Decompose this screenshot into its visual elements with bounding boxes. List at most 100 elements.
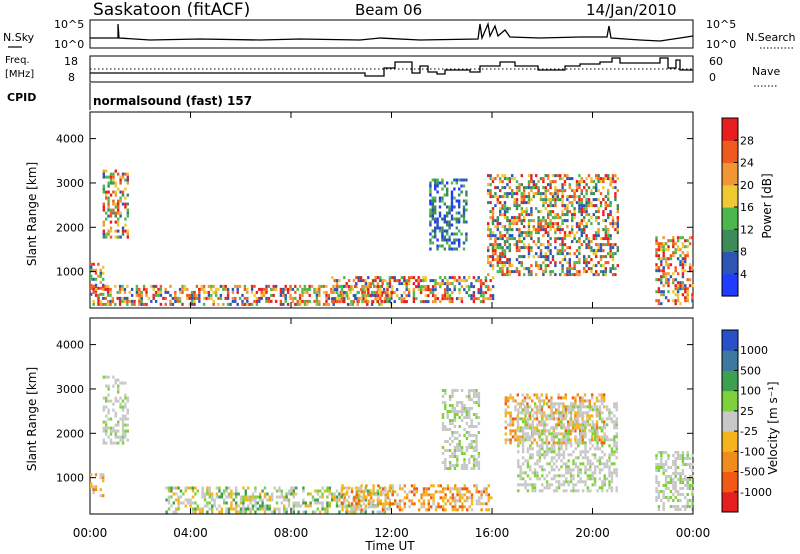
echo-cell-0-0 xyxy=(99,268,102,272)
echo-cell-0-3 xyxy=(460,297,464,301)
echo-cell-0-1 xyxy=(114,214,117,218)
echo-cell-0-3 xyxy=(376,285,380,289)
echo-cell-1-2 xyxy=(225,510,228,514)
echo-cell-0-2 xyxy=(157,290,160,294)
echo-cell-0-5 xyxy=(573,261,576,265)
echo-cell-0-5 xyxy=(544,270,547,274)
echo-cell-0-2 xyxy=(92,302,95,306)
echo-cell-0-5 xyxy=(554,180,557,184)
echo-cell-0-5 xyxy=(544,222,547,226)
echo-cell-1-4 xyxy=(458,416,461,419)
echo-cell-1-1 xyxy=(105,384,108,388)
echo-cell-0-2 xyxy=(109,290,112,294)
echo-cell-1-5 xyxy=(598,435,601,439)
echo-cell-1-6 xyxy=(541,420,544,424)
echo-cell-0-5 xyxy=(537,189,540,193)
echo-cell-1-7 xyxy=(676,499,680,502)
echo-cell-0-5 xyxy=(537,210,540,214)
echo-cell-1-2 xyxy=(362,498,365,502)
echo-cell-1-7 xyxy=(688,487,692,490)
echo-cell-0-5 xyxy=(523,231,526,235)
echo-cell-0-5 xyxy=(539,267,543,271)
echo-cell-1-3 xyxy=(372,490,375,494)
echo-cell-1-2 xyxy=(350,504,353,508)
echo-cell-0-1 xyxy=(105,235,108,239)
echo-cell-1-3 xyxy=(386,490,390,494)
echo-cell-0-6 xyxy=(664,257,668,261)
echo-cell-1-6 xyxy=(591,420,594,424)
echo-cell-0-1 xyxy=(117,220,120,224)
echo-cell-0-4 xyxy=(431,211,434,215)
echo-cell-1-6 xyxy=(567,480,570,484)
echo-cell-1-2 xyxy=(237,504,240,508)
echo-cell-0-2 xyxy=(279,299,283,303)
echo-cell-0-5 xyxy=(527,231,531,235)
echo-cell-1-3 xyxy=(341,505,344,509)
echo-cell-1-6 xyxy=(538,438,542,442)
echo-cell-0-4 xyxy=(434,178,437,182)
echo-cell-1-5 xyxy=(540,408,543,412)
echo-cell-1-2 xyxy=(343,486,346,490)
echo-cell-0-5 xyxy=(518,186,521,190)
echo-cell-1-6 xyxy=(586,477,590,481)
power-colorbar-tick-label-0: 4 xyxy=(740,268,747,281)
echo-cell-0-5 xyxy=(575,180,579,184)
echo-cell-0-5 xyxy=(491,222,495,226)
echo-cell-1-3 xyxy=(355,493,358,497)
echo-cell-1-5 xyxy=(559,396,563,400)
echo-cell-1-7 xyxy=(691,454,694,457)
echo-cell-1-2 xyxy=(251,507,255,511)
echo-cell-1-6 xyxy=(545,423,549,427)
echo-cell-1-6 xyxy=(545,435,549,439)
echo-cell-0-5 xyxy=(561,249,564,253)
echo-cell-0-5 xyxy=(611,177,615,181)
echo-cell-1-6 xyxy=(581,489,585,493)
echo-cell-1-2 xyxy=(184,489,187,493)
echo-cell-1-5 xyxy=(552,417,555,421)
echo-cell-0-3 xyxy=(487,297,490,301)
echo-cell-0-5 xyxy=(578,207,581,211)
echo-cell-0-2 xyxy=(250,287,254,291)
echo-cell-0-5 xyxy=(616,204,619,208)
echo-cell-0-5 xyxy=(487,222,490,226)
echo-cell-0-5 xyxy=(556,198,559,202)
echo-cell-0-5 xyxy=(597,222,600,226)
echo-cell-0-2 xyxy=(306,290,309,294)
echo-cell-1-2 xyxy=(357,489,360,493)
echo-cell-0-5 xyxy=(503,192,507,196)
echo-cell-1-6 xyxy=(562,483,566,487)
echo-cell-0-2 xyxy=(222,302,225,306)
echo-cell-0-5 xyxy=(523,267,526,271)
echo-cell-1-6 xyxy=(586,489,590,493)
echo-cell-0-5 xyxy=(535,252,538,256)
echo-cell-0-5 xyxy=(520,183,523,187)
echo-cell-1-2 xyxy=(203,495,207,499)
echo-cell-0-3 xyxy=(415,285,418,289)
echo-cell-0-1 xyxy=(121,226,125,230)
echo-cell-0-1 xyxy=(117,211,120,215)
echo-cell-1-3 xyxy=(418,499,421,503)
echo-cell-0-5 xyxy=(527,243,531,247)
echo-cell-1-4 xyxy=(477,452,481,455)
echo-cell-1-6 xyxy=(553,456,556,460)
echo-cell-1-2 xyxy=(302,498,305,502)
echo-cell-1-2 xyxy=(194,507,197,511)
echo-cell-1-6 xyxy=(536,477,539,481)
echo-cell-0-3 xyxy=(477,279,480,283)
echo-cell-0-2 xyxy=(92,287,95,291)
echo-cell-1-2 xyxy=(259,504,262,508)
echo-cell-0-3 xyxy=(393,300,396,304)
echo-cell-1-5 xyxy=(509,429,512,433)
echo-cell-1-5 xyxy=(507,399,510,403)
echo-cell-1-5 xyxy=(504,399,507,403)
echo-cell-1-5 xyxy=(550,399,553,403)
echo-cell-1-3 xyxy=(451,505,454,509)
echo-cell-0-5 xyxy=(561,186,564,190)
echo-cell-1-7 xyxy=(655,499,658,502)
echo-cell-1-4 xyxy=(444,389,447,392)
echo-cell-1-1 xyxy=(124,402,127,406)
echo-cell-1-6 xyxy=(584,468,587,472)
echo-cell-1-2 xyxy=(201,495,204,499)
echo-cell-0-5 xyxy=(583,195,586,199)
echo-cell-1-2 xyxy=(261,507,264,511)
